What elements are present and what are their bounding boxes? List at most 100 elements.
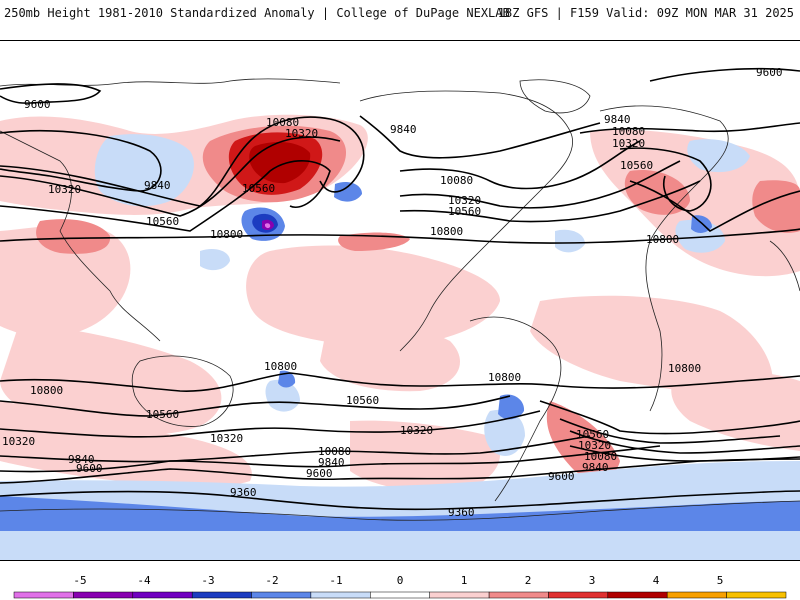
legend-color-bar: [13, 591, 787, 599]
legend-swatch: [726, 591, 787, 599]
contour-10320-sa: [559, 418, 781, 444]
contour-label: 10320: [612, 137, 645, 150]
legend-tick-label: 3: [589, 574, 596, 587]
contour-label: 9600: [756, 66, 783, 79]
contour-9840-europe: [579, 122, 800, 134]
legend-tick-label: -5: [73, 574, 86, 587]
map-panel: 9600 9840 10320 10560 10800 10080 10320 …: [0, 40, 800, 561]
contour-label: 9840: [390, 123, 417, 136]
contour-label: 10800: [668, 362, 701, 375]
contour-label: 9600: [306, 467, 333, 480]
anomaly-pos1-w-pacific: [0, 225, 131, 338]
contour-label: 10800: [488, 371, 521, 384]
contour-10080-s: [0, 435, 591, 463]
coast-greenland: [519, 79, 591, 114]
anomaly-neg1-s-pacific: [265, 379, 300, 412]
contour-label: 10560: [448, 205, 481, 218]
anomaly-pos2-himalaya: [36, 219, 111, 254]
contour-label: 10320: [210, 432, 243, 445]
contour-10560-us: [399, 180, 701, 223]
height-contours: [0, 67, 800, 511]
legend-swatch: [132, 591, 193, 599]
contour-label: 9840: [582, 461, 609, 474]
contour-10560-europe: [629, 180, 800, 232]
contour-9360-s: [0, 490, 800, 511]
legend-swatch: [429, 591, 490, 599]
anomaly-pos1-drake: [350, 420, 500, 493]
coast-australia: [131, 355, 234, 427]
color-legend: -5 -4 -3 -2 -1 0 1 2 3 4 5: [13, 574, 787, 599]
contour-label: 9600: [76, 462, 103, 475]
contour-label: 10800: [430, 225, 463, 238]
contour-label: 10320: [400, 424, 433, 437]
legend-swatch: [488, 591, 549, 599]
anomaly-neg2-chile: [498, 394, 525, 420]
legend-tick-label: 2: [525, 574, 532, 587]
contour-label: 10320: [578, 439, 611, 452]
contour-10080-sa: [569, 430, 800, 454]
anomaly-pos1-europe: [590, 129, 800, 277]
contour-10320-us: [399, 160, 681, 209]
contour-label: 10080: [612, 125, 645, 138]
map-title: 250mb Height 1981-2010 Standardized Anom…: [4, 6, 510, 20]
contour-label: 10800: [30, 384, 63, 397]
anomaly-neg2-antarctica: [0, 496, 800, 531]
coast-asia: [0, 78, 341, 342]
contour-label: 9600: [24, 98, 51, 111]
anomaly-pos1-s-ocean: [0, 401, 252, 487]
anomaly-neg2-canada: [334, 182, 362, 202]
contour-label: 10800: [210, 228, 243, 241]
legend-swatch: [13, 591, 74, 599]
contour-10080-us: [399, 140, 641, 190]
contour-label: 10080: [318, 445, 351, 458]
contour-label: 9840: [68, 453, 95, 466]
anomaly-pos1-s-indian: [671, 369, 800, 451]
contour-label: 10320: [448, 194, 481, 207]
legend-swatch: [73, 591, 134, 599]
anomaly-neg1-gulf: [555, 229, 585, 253]
legend-swatch: [251, 591, 312, 599]
contour-label: 10320: [285, 127, 318, 140]
legend-swatch: [666, 591, 727, 599]
contour-10560-s: [0, 395, 511, 417]
contour-label: 10320: [48, 183, 81, 196]
contour-label: 9360: [448, 506, 475, 519]
contour-label: 10560: [146, 215, 179, 228]
anomaly-pos2-siberia: [752, 180, 800, 233]
contour-9840-s: [0, 445, 661, 473]
contour-10320-n: [0, 136, 341, 217]
anomaly-pos4-alaska-core: [249, 141, 311, 184]
contour-label-layer: 9600 9840 10320 10560 10800 10080 10320 …: [2, 66, 783, 519]
legend-swatch: [370, 591, 430, 599]
legend-tick-label: -2: [265, 574, 278, 587]
legend-tick-label: 4: [653, 574, 660, 587]
anomaly-neg5-ne-pacific-core: [265, 223, 271, 229]
anomaly-shading: [0, 114, 800, 560]
contour-9600-north: [0, 83, 102, 104]
contour-10080-n: [0, 116, 365, 207]
contour-10560-n: [0, 160, 331, 232]
anomaly-map: 9600 9840 10320 10560 10800 10080 10320 …: [0, 41, 800, 560]
coast-antarctica: [0, 500, 800, 521]
coast-india: [769, 240, 800, 292]
legend-tick-label: -4: [137, 574, 151, 587]
legend-swatch: [548, 591, 609, 599]
coast-south-america: [469, 316, 562, 502]
contour-9600-ne: [649, 67, 800, 82]
legend-tick-label: -1: [329, 574, 342, 587]
contour-label: 10560: [242, 182, 275, 195]
contour-label: 10560: [146, 408, 179, 421]
anomaly-pos1-se-pacific: [320, 311, 460, 392]
model-run-info: 18Z GFS | F159 Valid: 09Z MON MAR 31 202…: [497, 6, 794, 20]
anomaly-pos1-tropics: [246, 245, 500, 347]
anomaly-neg1-antarctica: [0, 461, 800, 560]
contour-label: 10560: [346, 394, 379, 407]
contour-10800-n: [0, 228, 800, 244]
contour-label: 9840: [604, 113, 631, 126]
legend-tick-label: 5: [717, 574, 724, 587]
contour-label: 10800: [646, 233, 679, 246]
contour-label: 10320: [2, 435, 35, 448]
contour-label: 9840: [318, 456, 345, 469]
contour-label: 10080: [440, 174, 473, 187]
legend-swatch: [191, 591, 252, 599]
